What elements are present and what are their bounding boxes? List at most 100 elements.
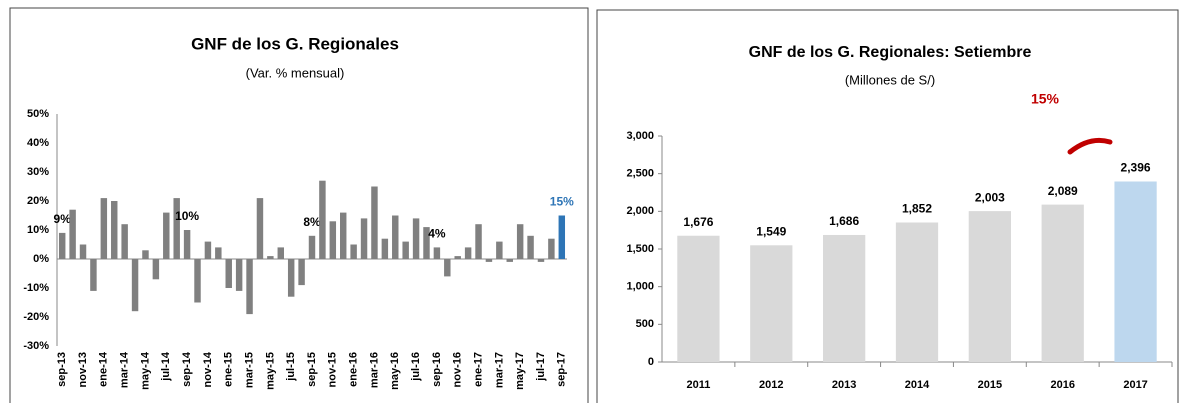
y-tick-label: 20%	[27, 195, 49, 207]
y-tick-label: 1,000	[626, 281, 654, 293]
bar	[256, 198, 264, 259]
growth-arc	[1067, 137, 1113, 155]
bar	[537, 259, 545, 262]
bar	[527, 235, 534, 259]
bar	[194, 259, 201, 303]
data-label: 1,852	[902, 202, 932, 216]
bar	[90, 259, 97, 291]
x-tick-label: mar-14	[119, 351, 131, 388]
data-label: 8%	[303, 215, 321, 229]
bar	[485, 259, 493, 262]
bar	[58, 232, 66, 259]
bar	[506, 259, 513, 262]
bar	[548, 238, 555, 259]
x-tick-label: 2015	[978, 379, 1002, 391]
bar	[319, 180, 326, 259]
bar	[329, 221, 337, 259]
bar	[464, 247, 472, 259]
x-tick-label: mar-15	[243, 352, 255, 388]
bar	[308, 235, 316, 259]
y-tick-label: 0%	[33, 253, 49, 265]
x-tick-label: jul-15	[285, 352, 297, 382]
y-tick-label: 0	[648, 356, 654, 368]
y-tick-label: 10%	[27, 224, 49, 236]
y-tick-label: 2,500	[626, 168, 654, 180]
x-tick-label: 2011	[686, 379, 710, 391]
left-panel	[9, 7, 589, 408]
bar	[371, 186, 378, 259]
y-tick-label: 50%	[27, 108, 49, 120]
data-label: 1,549	[756, 224, 786, 238]
bar	[895, 222, 939, 362]
bar	[267, 256, 274, 259]
data-label: 9%	[54, 212, 72, 226]
bar	[402, 241, 409, 259]
x-tick-label: nov-15	[327, 352, 339, 387]
x-tick-label: 2013	[832, 379, 856, 391]
x-tick-label: ene-14	[98, 351, 110, 387]
bar	[968, 211, 1011, 362]
bar	[350, 244, 357, 259]
bar	[1114, 181, 1157, 362]
y-tick-label: -30%	[23, 340, 49, 352]
x-tick-label: ene-15	[223, 352, 235, 387]
bar	[392, 215, 399, 259]
bar	[423, 227, 430, 259]
x-tick-label: 2014	[905, 379, 930, 391]
data-label: 4%	[428, 227, 446, 241]
bar	[1041, 204, 1084, 362]
y-tick-label: 40%	[27, 137, 49, 149]
x-tick-label: mar-16	[368, 352, 380, 388]
annotation: 15%	[1031, 91, 1060, 107]
x-tick-label: 2016	[1050, 379, 1074, 391]
bar	[79, 244, 87, 259]
x-tick-label: ene-17	[472, 352, 484, 387]
bar	[111, 201, 118, 259]
bar	[152, 259, 160, 280]
bar	[339, 212, 347, 259]
bar	[823, 234, 866, 362]
x-tick-label: may-17	[514, 352, 526, 390]
y-tick-label: -20%	[23, 311, 49, 323]
data-label: 1,676	[683, 215, 713, 229]
bar	[677, 235, 720, 362]
bar	[235, 259, 243, 291]
x-tick-label: 2017	[1123, 379, 1147, 391]
x-tick-label: jul-16	[410, 352, 422, 382]
bar	[412, 218, 420, 259]
x-tick-label: jul-17	[535, 352, 547, 382]
x-tick-label: mar-17	[493, 352, 505, 388]
bar	[381, 238, 389, 259]
x-tick-label: sep-17	[556, 352, 568, 387]
x-tick-label: sep-15	[306, 352, 318, 387]
bar	[246, 259, 253, 315]
y-tick-label: 2,000	[626, 205, 654, 217]
bar	[360, 218, 368, 259]
bar	[444, 259, 451, 277]
data-label: 1,686	[829, 214, 859, 228]
bar	[131, 259, 139, 312]
x-tick-label: sep-16	[431, 352, 443, 387]
chart-title: GNF de los G. Regionales	[191, 34, 399, 53]
bar	[100, 198, 108, 259]
x-tick-label: 2012	[759, 379, 783, 391]
y-tick-label: 500	[636, 318, 654, 330]
bar	[750, 245, 793, 362]
bar	[496, 241, 503, 259]
x-tick-label: ene-16	[348, 352, 360, 387]
y-tick-label: 3,000	[626, 130, 654, 142]
chart-subtitle: (Var. % mensual)	[246, 65, 345, 80]
data-label: 15%	[550, 195, 574, 209]
bar	[215, 247, 222, 259]
bar	[204, 241, 212, 259]
bar	[287, 259, 295, 297]
x-tick-label: nov-13	[77, 352, 89, 387]
data-label: 2,396	[1121, 161, 1151, 175]
y-tick-label: 30%	[27, 166, 49, 178]
bar	[183, 230, 191, 259]
x-tick-label: sep-14	[181, 351, 193, 387]
x-tick-label: sep-13	[56, 352, 68, 387]
bar	[225, 259, 232, 288]
x-tick-label: nov-16	[452, 352, 464, 387]
